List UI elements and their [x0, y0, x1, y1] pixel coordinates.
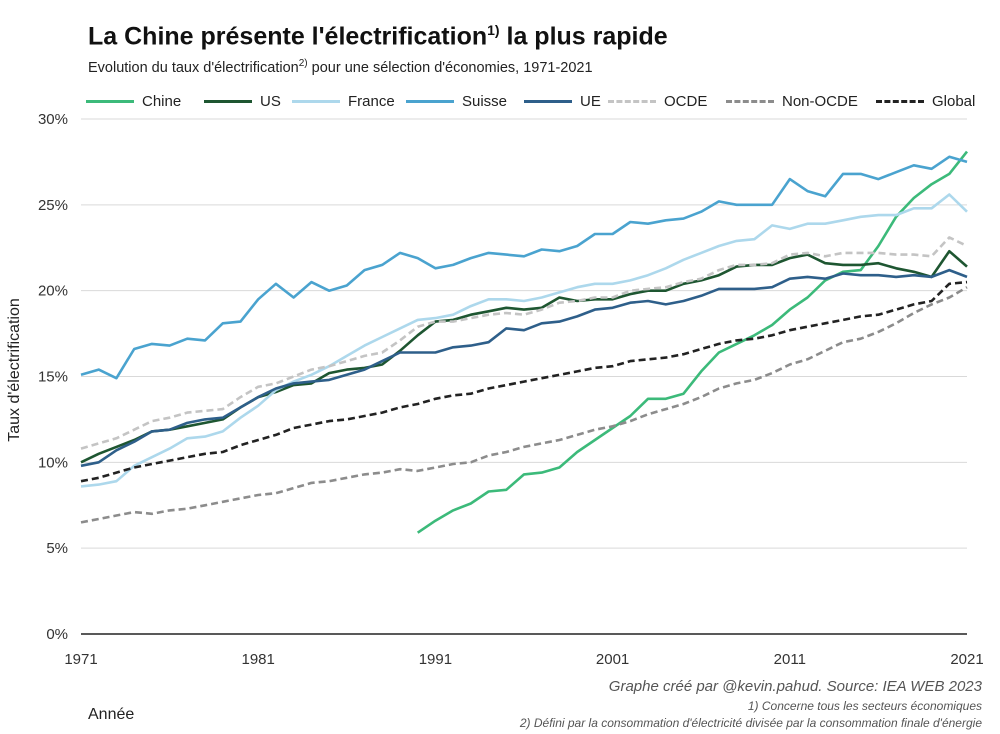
x-tick-label-1971: 1971	[64, 651, 97, 668]
y-tick-label-30: 30%	[38, 111, 68, 128]
chart-subtitle-footnote: 2)	[298, 58, 308, 69]
footnote-2: 2) Défini par la consommation d'électric…	[519, 716, 982, 730]
legend-item-france: France	[292, 90, 395, 112]
legend-label-non-ocde: Non-OCDE	[782, 92, 858, 110]
series-line-france	[80, 193, 968, 488]
legend-label-france: France	[348, 92, 395, 110]
legend-item-ue: UE	[524, 90, 601, 112]
y-tick-label-15: 15%	[38, 369, 68, 386]
legend-item-global: Global	[876, 90, 975, 112]
legend-item-ocde: OCDE	[608, 90, 707, 112]
legend-swatch-global	[876, 99, 924, 103]
legend-swatch-chine	[86, 99, 134, 103]
y-axis-label: Taux d'électrification	[6, 298, 23, 442]
legend-swatch-ue	[524, 99, 572, 103]
legend-swatch-suisse	[406, 99, 454, 103]
legend-label-ue: UE	[580, 92, 601, 110]
x-tick-label-2021: 2021	[950, 651, 983, 668]
series-line-chine	[416, 150, 969, 534]
legend-swatch-france	[292, 99, 340, 103]
x-tick-label-2001: 2001	[596, 651, 629, 668]
legend-item-non-ocde: Non-OCDE	[726, 90, 858, 112]
x-axis-label: Année	[88, 706, 135, 723]
x-tick-label-2011: 2011	[774, 651, 806, 668]
source-note: Graphe créé par @kevin.pahud. Source: IE…	[608, 678, 982, 695]
series-line-ocde	[80, 236, 968, 450]
x-tick-label-1991: 1991	[419, 651, 452, 668]
legend-swatch-us	[204, 99, 252, 103]
legend-label-global: Global	[932, 92, 976, 110]
chart-title-text: La Chine présente l'électrification	[88, 22, 488, 51]
legend-label-us: US	[260, 92, 281, 110]
series-line-suisse	[80, 155, 968, 380]
y-tick-label-20: 20%	[38, 283, 68, 300]
y-tick-label-5: 5%	[46, 540, 68, 557]
y-tick-label-0: 0%	[46, 626, 68, 643]
legend-swatch-non-ocde	[726, 99, 774, 103]
legend-swatch-ocde	[608, 99, 656, 103]
x-tick-label-1981: 1981	[242, 651, 275, 668]
chart-subtitle-text: Evolution du taux d'électrification	[88, 59, 299, 76]
chart-title-footnote: 1)	[487, 22, 500, 38]
legend-item-us: US	[204, 90, 281, 112]
chart-subtitle: Evolution du taux d'électrification2) po…	[88, 58, 593, 76]
series-line-us	[80, 249, 968, 464]
legend-label-ocde: OCDE	[664, 92, 708, 110]
y-tick-label-25: 25%	[38, 197, 68, 214]
legend-item-chine: Chine	[86, 90, 181, 112]
series-line-ue	[80, 268, 968, 468]
series-line-non-ocde	[80, 286, 968, 524]
legend-label-chine: Chine	[142, 92, 182, 110]
y-tick-label-10: 10%	[38, 454, 68, 471]
legend-label-suisse: Suisse	[462, 92, 508, 110]
chart-subtitle-suffix: pour une sélection d'économies, 1971-202…	[307, 59, 593, 76]
chart-title: La Chine présente l'électrification1) la…	[88, 22, 668, 51]
series-line-global	[80, 280, 968, 483]
footnote-1: 1) Concerne tous les secteurs économique…	[747, 699, 982, 713]
legend-item-suisse: Suisse	[406, 90, 507, 112]
chart-title-suffix: la plus rapide	[499, 22, 668, 51]
